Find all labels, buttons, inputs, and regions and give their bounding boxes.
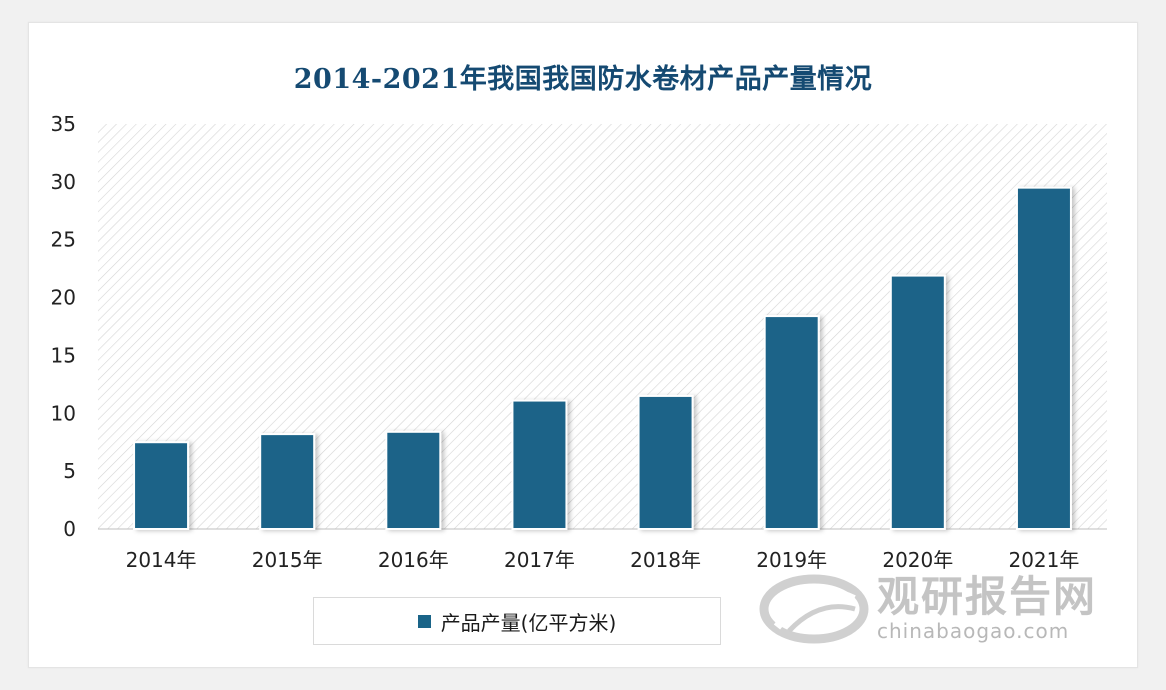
y-tick-label: 30 [51, 170, 76, 194]
y-tick-label: 20 [51, 286, 76, 310]
legend-label: 产品产量(亿平方米) [440, 610, 617, 635]
x-tick-label: 2017年 [504, 548, 575, 572]
watermark-domain: chinabaogao.com [877, 619, 1070, 643]
x-tick-label: 2020年 [882, 548, 953, 572]
y-tick-label: 10 [51, 401, 76, 425]
bar-2019年 [763, 315, 820, 531]
plot-area [98, 124, 1107, 529]
y-tick-label: 0 [63, 517, 76, 541]
legend-swatch [417, 614, 431, 628]
watermark: 观研报告网 chinabaogao.com [759, 563, 1119, 653]
y-tick-label: 15 [51, 343, 76, 367]
x-tick-label: 2021年 [1008, 548, 1079, 572]
bar-2018年 [637, 394, 694, 530]
chart-card: 2014-2021年我国我国防水卷材产品产量情况 0 5 10 15 20 25 30 35 … [28, 22, 1138, 668]
y-tick-label: 5 [63, 459, 76, 483]
y-tick-label: 35 [51, 112, 76, 136]
bar-2014年 [133, 441, 190, 531]
bar-2016年 [385, 430, 442, 530]
x-tick-label: 2018年 [630, 548, 701, 572]
watermark-brand: 观研报告网 [877, 572, 1098, 621]
chart-title: 2014-2021年我国我国防水卷材产品产量情况 [293, 64, 873, 95]
bar-2021年 [1015, 186, 1072, 530]
y-tick-label: 25 [51, 228, 76, 252]
x-tick-label: 2015年 [252, 548, 323, 572]
bar-2015年 [259, 433, 316, 530]
bar-chart: 0 5 10 15 20 25 30 35 2014年 2015年 2016年 2017年 2018年… [51, 112, 1107, 572]
watermark-logo-icon [759, 574, 869, 644]
x-tick-label: 2019年 [756, 548, 827, 572]
bar-2017年 [511, 399, 568, 530]
x-tick-label: 2016年 [378, 548, 449, 572]
x-tick-label: 2014年 [126, 548, 197, 572]
bar-2020年 [889, 274, 946, 530]
legend: 产品产量(亿平方米) [313, 597, 721, 645]
